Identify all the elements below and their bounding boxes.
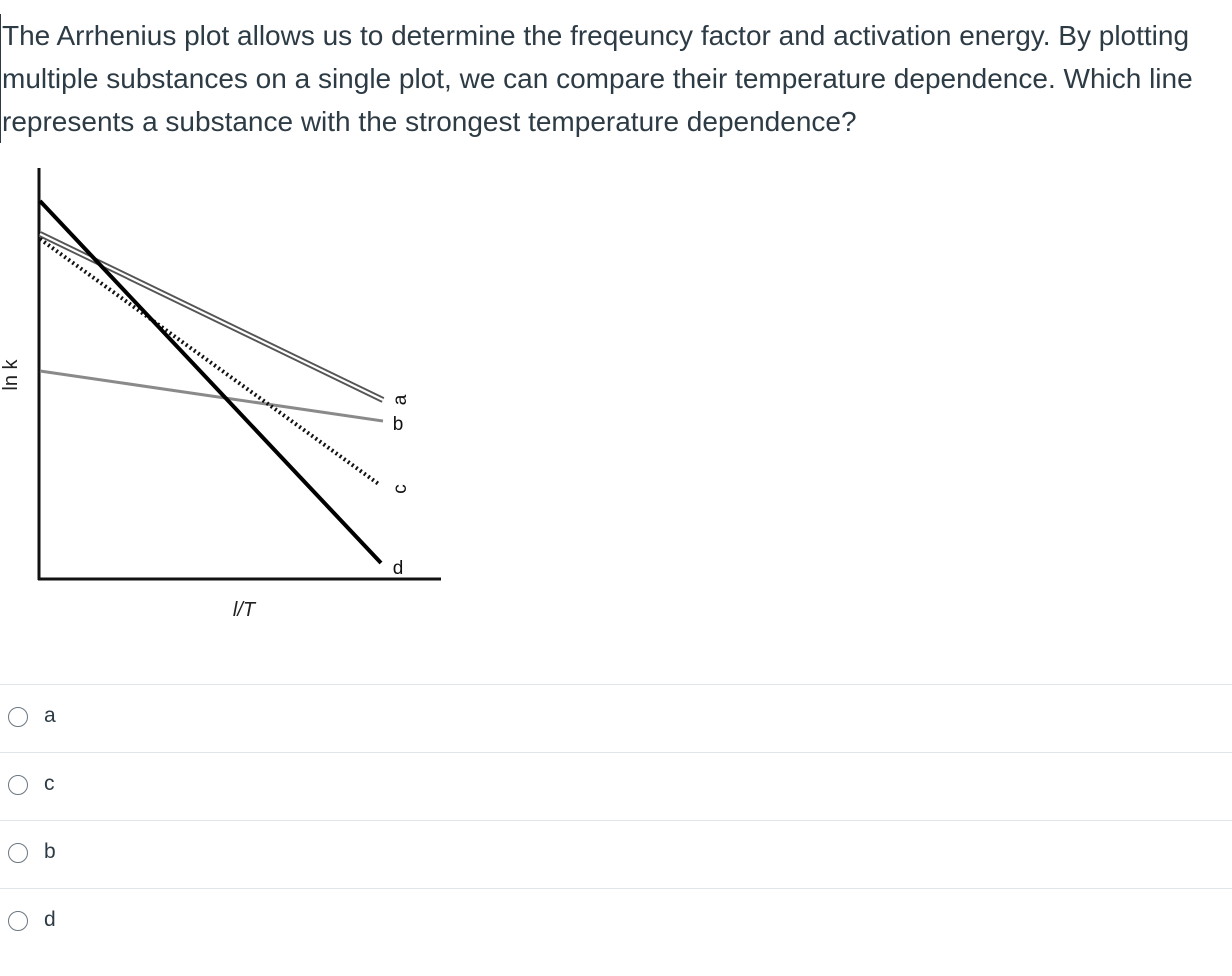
- line-label-c: c: [390, 484, 411, 494]
- answer-option-b[interactable]: b: [0, 820, 1232, 888]
- answer-option-a[interactable]: a: [0, 684, 1232, 752]
- line-label-d: d: [393, 558, 404, 579]
- line-d: [38, 199, 383, 565]
- y-axis-label: ln k: [0, 358, 22, 390]
- answer-option-c[interactable]: c: [0, 752, 1232, 820]
- radio-circle-icon[interactable]: [8, 843, 28, 863]
- answer-label: a: [44, 704, 56, 727]
- question-text: The Arrhenius plot allows us to determin…: [0, 14, 1232, 143]
- arrhenius-plot: a b c d l/T ln k: [0, 168, 441, 621]
- answer-option-d[interactable]: d: [0, 888, 1232, 956]
- line-b: [39, 369, 384, 423]
- radio-circle-icon[interactable]: [8, 707, 28, 727]
- line-c: [38, 237, 382, 487]
- line-label-b: b: [393, 414, 404, 435]
- answer-label: b: [44, 840, 56, 863]
- answer-label: d: [44, 908, 56, 931]
- line-label-a: a: [390, 394, 411, 405]
- arrhenius-plot-figure: a b c d l/T ln k: [0, 160, 450, 630]
- radio-circle-icon[interactable]: [8, 775, 28, 795]
- answer-choices: a c b d: [0, 684, 1232, 956]
- line-a: [38, 231, 385, 403]
- x-axis-label: l/T: [233, 599, 257, 621]
- line-a-inner: [39, 233, 384, 401]
- radio-circle-icon[interactable]: [8, 911, 28, 931]
- answer-label: c: [44, 772, 55, 795]
